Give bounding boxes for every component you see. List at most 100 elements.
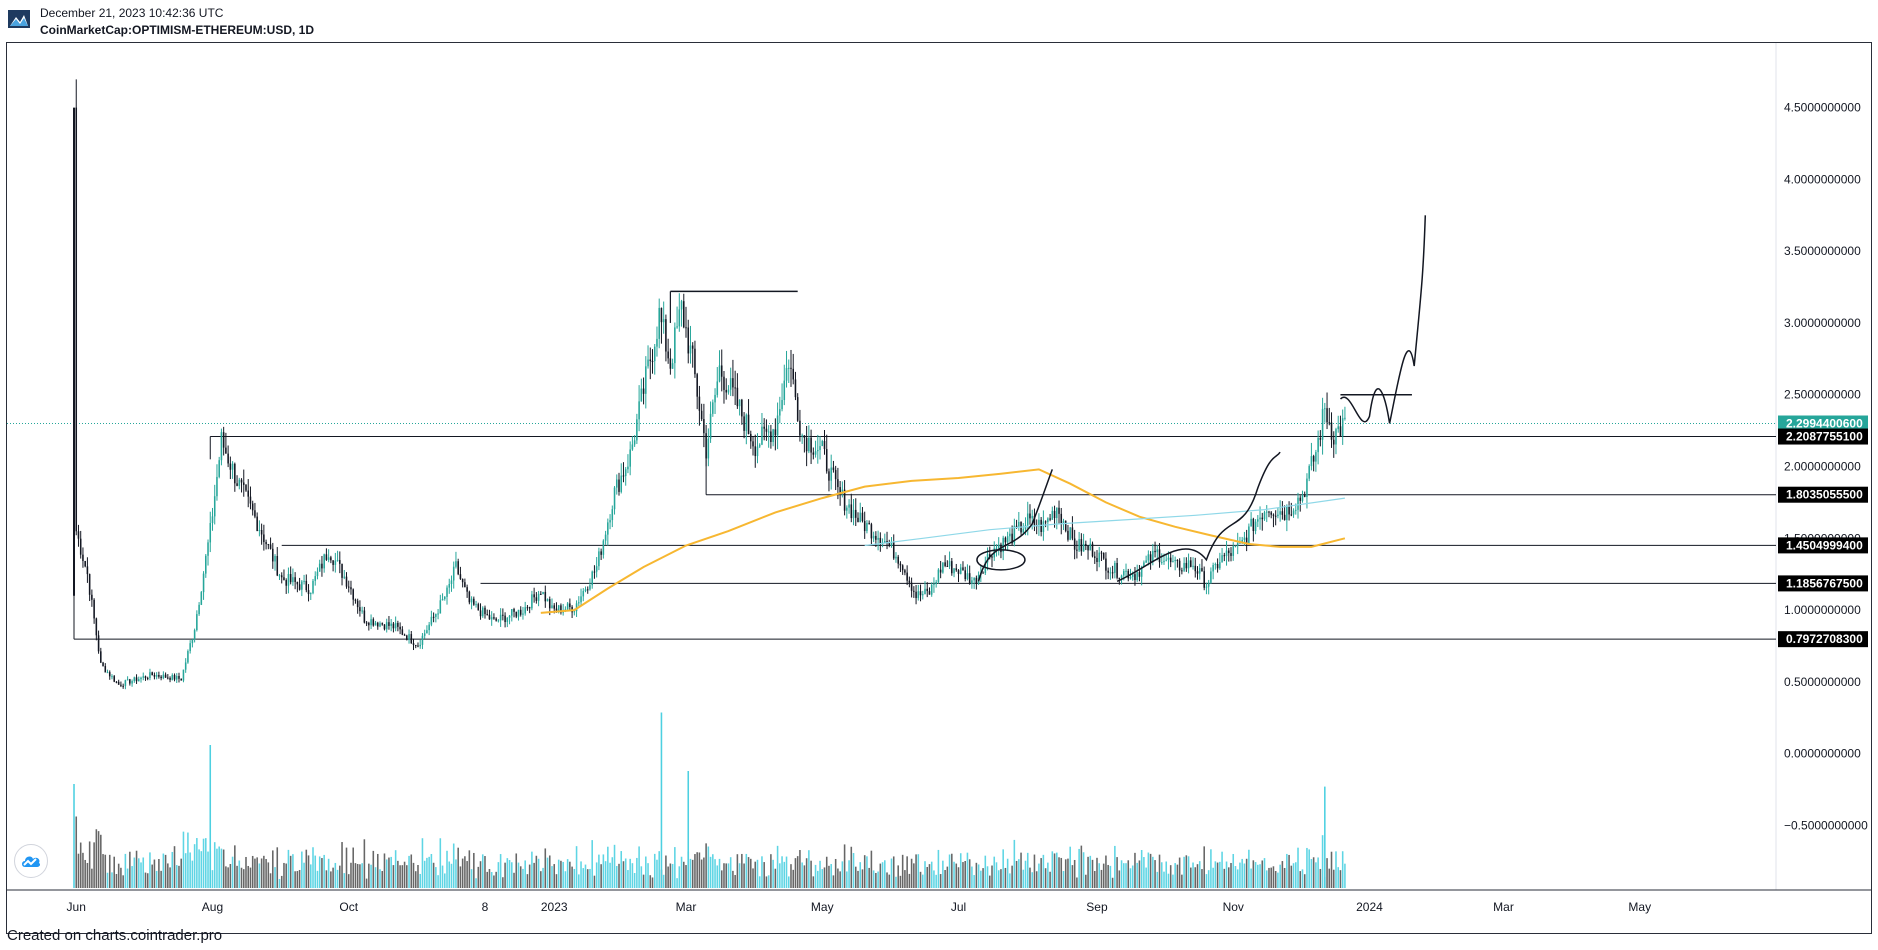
volume-bar — [741, 853, 743, 888]
volume-bar — [879, 863, 882, 888]
price-candle — [307, 590, 310, 595]
price-candle — [1026, 513, 1029, 526]
volume-bar — [339, 865, 341, 888]
price-candle — [1138, 572, 1141, 577]
price-candle — [330, 557, 332, 561]
price-candle — [93, 599, 95, 619]
price-candle — [848, 504, 850, 508]
price-candle — [765, 428, 768, 432]
volume-bar — [1265, 870, 1268, 888]
price-candle — [332, 560, 334, 565]
price-candle — [1190, 560, 1192, 567]
volume-bar — [1250, 868, 1252, 888]
volume-bar — [973, 875, 975, 888]
volume-bar — [631, 863, 634, 888]
volume-bar — [1127, 860, 1130, 888]
volume-bar — [1160, 862, 1163, 888]
price-candle — [1071, 527, 1074, 539]
price-candle — [1183, 562, 1185, 571]
volume-bar — [555, 874, 558, 888]
price-candle — [435, 614, 437, 617]
volume-bar — [718, 858, 721, 888]
volume-bar — [633, 873, 636, 888]
price-candle — [589, 585, 591, 590]
price-candle — [888, 543, 891, 546]
volume-bar — [854, 866, 857, 888]
volume-bar — [213, 842, 216, 888]
volume-bar — [915, 854, 917, 888]
volume-bar — [651, 877, 654, 888]
volume-bar — [548, 855, 551, 888]
price-candle — [1243, 537, 1246, 540]
chart-menu-button[interactable] — [14, 844, 48, 878]
price-candle — [718, 365, 721, 382]
price-candle — [1154, 550, 1156, 553]
volume-bar — [296, 871, 299, 888]
volume-bar — [111, 872, 113, 888]
price-candle — [1143, 562, 1145, 567]
volume-bar — [211, 870, 214, 888]
price-candle — [839, 487, 841, 494]
volume-bar — [801, 862, 803, 888]
volume-bar — [1268, 867, 1270, 888]
volume-bar — [531, 851, 533, 888]
volume-bar — [365, 878, 368, 888]
price-candle — [682, 301, 685, 328]
price-candle — [187, 651, 189, 663]
price-candle — [1225, 550, 1228, 557]
volume-bar — [758, 876, 761, 888]
volume-bar — [1172, 874, 1174, 888]
volume-bar — [1176, 864, 1179, 888]
volume-bar — [767, 875, 770, 888]
price-candle — [736, 387, 739, 407]
price-candle — [857, 517, 859, 522]
price-candle — [91, 594, 93, 600]
volume-bar — [519, 866, 522, 888]
volume-bar — [305, 849, 308, 888]
volume-bar — [91, 868, 93, 888]
price-candle — [734, 387, 736, 389]
price-candle — [1127, 570, 1130, 579]
price-candle — [303, 580, 305, 582]
price-candle — [1339, 426, 1342, 436]
price-candle — [95, 618, 98, 636]
price-candle — [247, 490, 250, 497]
price-candle — [799, 420, 801, 436]
volume-bar — [457, 847, 459, 888]
volume-bar — [528, 864, 531, 888]
volume-bar — [939, 874, 942, 888]
price-candle — [200, 592, 203, 605]
volume-bar — [359, 864, 361, 888]
volume-bar — [687, 771, 690, 888]
price-candle — [363, 610, 366, 623]
volume-bar — [582, 868, 585, 888]
price-candle — [1009, 533, 1011, 537]
price-candle — [325, 554, 328, 560]
volume-bar — [267, 862, 270, 888]
volume-bar — [638, 846, 640, 888]
price-candle — [122, 685, 124, 687]
price-candle — [526, 607, 529, 609]
price-candle — [821, 441, 824, 447]
price-candle — [140, 677, 142, 680]
price-candle — [801, 435, 803, 437]
volume-bar — [1196, 864, 1199, 888]
price-candle — [879, 537, 882, 545]
volume-bar — [1178, 857, 1181, 888]
price-candle — [779, 409, 781, 416]
volume-bar — [379, 869, 381, 888]
volume-bar — [160, 870, 162, 888]
volume-bar — [667, 866, 669, 888]
price-candle — [263, 534, 265, 543]
price-candle — [376, 622, 379, 627]
volume-bar — [930, 861, 933, 888]
price-tag-label: 1.1856767500 — [1786, 576, 1863, 590]
volume-bar — [709, 856, 712, 888]
volume-bar — [1272, 866, 1275, 888]
volume-bar — [848, 860, 850, 888]
volume-bar — [477, 866, 480, 888]
price-candle — [356, 600, 359, 608]
volume-bar — [95, 829, 98, 888]
price-candle — [662, 319, 665, 323]
